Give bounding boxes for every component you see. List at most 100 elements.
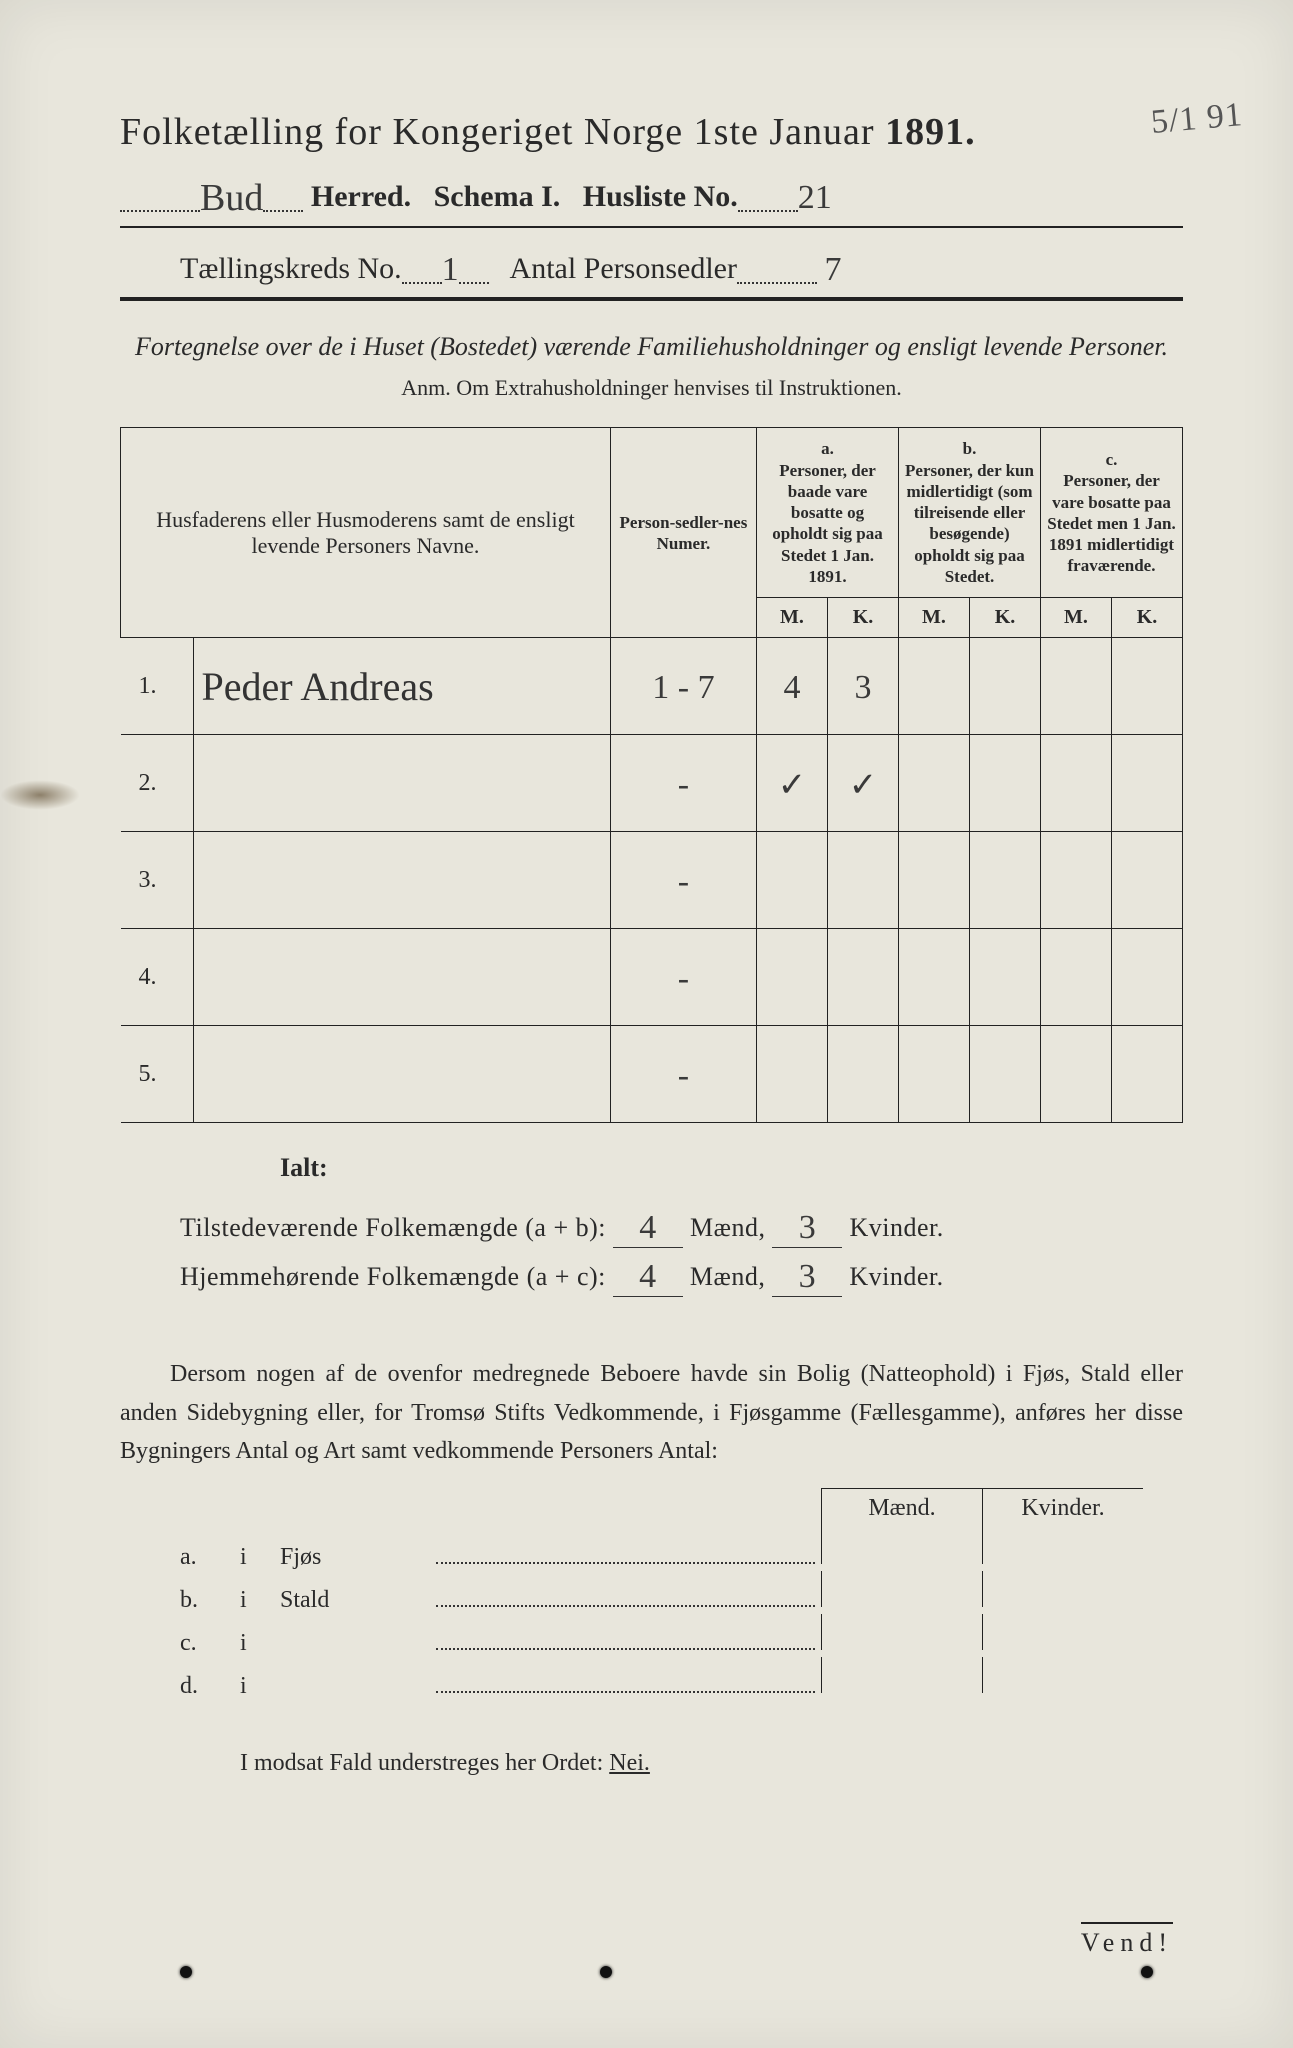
row-b-k bbox=[970, 1026, 1041, 1123]
col-b-text: Personer, der kun midlertidigt (som tilr… bbox=[905, 460, 1034, 588]
row-num: 4. bbox=[121, 929, 194, 1026]
summary2-k: 3 bbox=[772, 1258, 842, 1297]
table-row: 3. - bbox=[121, 832, 1183, 929]
summary1-k: 3 bbox=[772, 1209, 842, 1248]
outbuilding-table: Mænd. Kvinder. a.iFjøsb.iStaldc.id.i bbox=[120, 1488, 1183, 1700]
nei-prefix: I modsat Fald understreges her Ordet: bbox=[240, 1750, 603, 1776]
col-sedler: Person-sedler-nes Numer. bbox=[610, 428, 756, 638]
ob-what: Stald bbox=[280, 1587, 430, 1614]
row-name bbox=[193, 1026, 610, 1123]
ink-smudge bbox=[0, 780, 80, 810]
row-sedler: - bbox=[610, 1026, 756, 1123]
row-b-m bbox=[899, 832, 970, 929]
row-a-k bbox=[828, 1026, 899, 1123]
ob-i: i bbox=[240, 1630, 280, 1657]
vend-label: Vend! bbox=[1081, 1922, 1173, 1958]
row-num: 1. bbox=[121, 638, 194, 735]
row-a-m bbox=[757, 1026, 828, 1123]
mk-head: Mænd. Kvinder. bbox=[120, 1488, 1183, 1528]
a-m: M. bbox=[757, 598, 828, 638]
ob-i: i bbox=[240, 1544, 280, 1571]
col-a-text: Personer, der baade vare bosatte og opho… bbox=[763, 460, 892, 588]
row-num: 3. bbox=[121, 832, 194, 929]
ob-maend bbox=[821, 1657, 982, 1693]
ob-maend bbox=[821, 1571, 982, 1607]
ink-blot bbox=[180, 1966, 192, 1978]
row-a-m bbox=[757, 832, 828, 929]
maend-label: Mænd, bbox=[690, 1213, 765, 1242]
title-year: 1891. bbox=[885, 111, 976, 153]
row-name bbox=[193, 735, 610, 832]
ob-what: Fjøs bbox=[280, 1544, 430, 1571]
ob-letter: c. bbox=[120, 1630, 240, 1657]
ob-dots bbox=[436, 1604, 815, 1607]
row-a-k bbox=[828, 832, 899, 929]
a-k: K. bbox=[828, 598, 899, 638]
schema-label: Schema I. bbox=[434, 180, 561, 213]
ob-letter: b. bbox=[120, 1587, 240, 1614]
summary-present: Tilstedeværende Folkemængde (a + b): 4 M… bbox=[180, 1207, 1183, 1246]
row-c-m bbox=[1041, 735, 1112, 832]
col-c-text: Personer, der vare bosatte paa Stedet me… bbox=[1047, 470, 1176, 576]
subtitle: Fortegnelse over de i Huset (Bostedet) v… bbox=[120, 329, 1183, 365]
ob-kvinder bbox=[982, 1571, 1143, 1607]
ob-dots bbox=[436, 1647, 815, 1650]
row-c-m bbox=[1041, 1026, 1112, 1123]
row-sedler: - bbox=[610, 735, 756, 832]
mk-kvinder: Kvinder. bbox=[982, 1488, 1143, 1528]
outbuilding-row: a.iFjøs bbox=[120, 1528, 1183, 1571]
row-name bbox=[193, 929, 610, 1026]
kreds-value: 1 bbox=[442, 251, 459, 288]
ob-kvinder bbox=[982, 1657, 1143, 1693]
summary1-label: Tilstedeværende Folkemængde (a + b): bbox=[180, 1213, 606, 1242]
row-a-k: 3 bbox=[828, 638, 899, 735]
row-b-k bbox=[970, 929, 1041, 1026]
ob-maend bbox=[821, 1528, 982, 1564]
col-names: Husfaderens eller Husmoderens samt de en… bbox=[121, 428, 611, 638]
row-b-m bbox=[899, 638, 970, 735]
col-b-label: b. bbox=[905, 438, 1034, 459]
herred-label: Herred. bbox=[311, 180, 411, 213]
col-c: c. Personer, der vare bosatte paa Stedet… bbox=[1041, 428, 1183, 598]
ink-blot bbox=[1141, 1966, 1153, 1978]
table-row: 1.Peder Andreas1 - 743 bbox=[121, 638, 1183, 735]
outbuilding-row: b.iStald bbox=[120, 1571, 1183, 1614]
outbuilding-row: d.i bbox=[120, 1657, 1183, 1700]
row-c-m bbox=[1041, 929, 1112, 1026]
row-c-k bbox=[1112, 1026, 1183, 1123]
ob-i: i bbox=[240, 1673, 280, 1700]
kreds-line: Tællingskreds No.1 Antal Personsedler 7 bbox=[180, 246, 1183, 287]
kreds-label: Tællingskreds No. bbox=[180, 252, 402, 285]
rule-2 bbox=[120, 297, 1183, 301]
ob-letter: a. bbox=[120, 1544, 240, 1571]
herred-value: Bud bbox=[200, 177, 263, 219]
nei-word: Nei. bbox=[609, 1750, 650, 1776]
row-sedler: - bbox=[610, 832, 756, 929]
anm-note: Anm. Om Extrahusholdninger henvises til … bbox=[120, 375, 1183, 401]
ob-kvinder bbox=[982, 1614, 1143, 1650]
census-form-page: Folketælling for Kongeriget Norge 1ste J… bbox=[0, 0, 1293, 2048]
row-a-m: 4 bbox=[757, 638, 828, 735]
summary2-m: 4 bbox=[613, 1258, 683, 1297]
table-row: 2.-✓✓ bbox=[121, 735, 1183, 832]
row-num: 2. bbox=[121, 735, 194, 832]
title-prefix: Folketælling for Kongeriget Norge 1ste J… bbox=[120, 111, 875, 153]
paragraph: Dersom nogen af de ovenfor medregnede Be… bbox=[120, 1355, 1183, 1470]
row-name bbox=[193, 832, 610, 929]
b-m: M. bbox=[899, 598, 970, 638]
row-b-m bbox=[899, 929, 970, 1026]
ob-letter: d. bbox=[120, 1673, 240, 1700]
kvinder-label2: Kvinder. bbox=[849, 1262, 943, 1291]
row-c-m bbox=[1041, 638, 1112, 735]
table-row: 5.- bbox=[121, 1026, 1183, 1123]
row-a-m: ✓ bbox=[757, 735, 828, 832]
nei-line: I modsat Fald understreges her Ordet: Ne… bbox=[120, 1750, 1183, 1777]
maend-label2: Mænd, bbox=[690, 1262, 765, 1291]
row-sedler: - bbox=[610, 929, 756, 1026]
row-b-m bbox=[899, 1026, 970, 1123]
row-a-m bbox=[757, 929, 828, 1026]
main-table: Husfaderens eller Husmoderens samt de en… bbox=[120, 427, 1183, 1123]
summary2-label: Hjemmehørende Folkemængde (a + c): bbox=[180, 1262, 606, 1291]
b-k: K. bbox=[970, 598, 1041, 638]
herred-line: Bud Herred. Schema I. Husliste No.21 bbox=[120, 172, 1183, 216]
